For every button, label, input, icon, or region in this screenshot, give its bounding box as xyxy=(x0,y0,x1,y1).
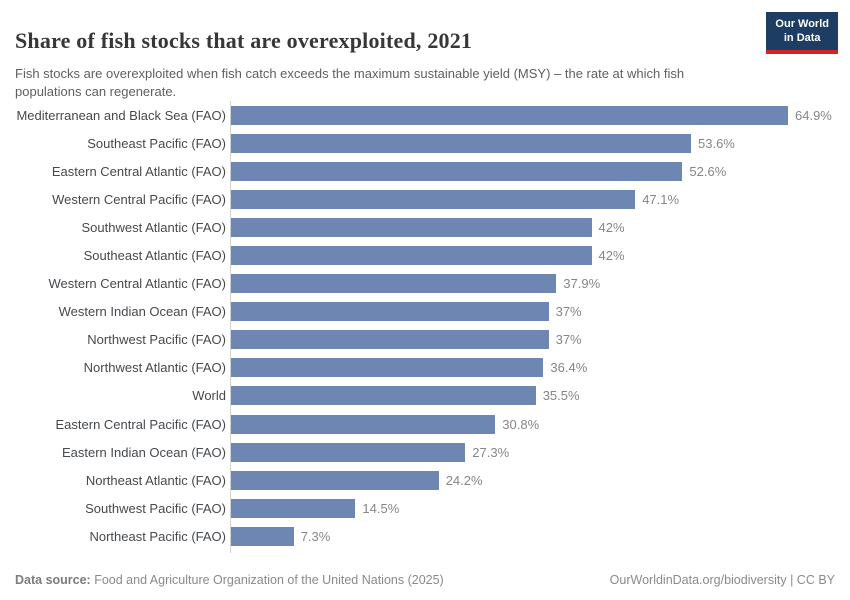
table-row: Western Indian Ocean (FAO) 37% xyxy=(15,298,850,326)
page-title: Share of fish stocks that are overexploi… xyxy=(15,27,473,53)
bar[interactable] xyxy=(231,386,536,406)
category-label: Northwest Pacific (FAO) xyxy=(87,332,226,348)
bar[interactable] xyxy=(231,161,683,181)
bar-track: 64.9% xyxy=(231,105,850,125)
category-label: Western Indian Ocean (FAO) xyxy=(58,304,226,320)
table-row: Eastern Central Pacific (FAO) 30.8% xyxy=(15,410,850,438)
bar-track: 37% xyxy=(231,302,850,322)
bar[interactable] xyxy=(231,189,636,209)
value-label: 37.9% xyxy=(563,276,601,292)
bar-chart: Mediterranean and Black Sea (FAO) 64.9% So… xyxy=(15,101,850,551)
bar[interactable] xyxy=(231,498,356,518)
owid-logo: Our World in Data xyxy=(766,12,838,54)
bar[interactable] xyxy=(231,470,439,490)
value-label: 37% xyxy=(555,332,582,348)
value-label: 53.6% xyxy=(698,135,735,151)
value-label: 37% xyxy=(555,304,582,320)
bar-track: 36.4% xyxy=(231,358,850,378)
table-row: Eastern Central Atlantic (FAO) 52.6% xyxy=(15,157,850,185)
table-row: Mediterranean and Black Sea (FAO) 64.9% xyxy=(15,101,850,129)
table-row: Southeast Pacific (FAO) 53.6% xyxy=(15,129,850,157)
category-label: Eastern Central Pacific (FAO) xyxy=(55,416,227,432)
category-label: Northeast Atlantic (FAO) xyxy=(85,472,226,488)
category-label: Northeast Pacific (FAO) xyxy=(89,528,226,544)
bar[interactable] xyxy=(231,442,466,462)
value-label: 14.5% xyxy=(362,500,400,516)
value-label: 7.3% xyxy=(300,528,331,544)
bar-track: 14.5% xyxy=(231,498,850,518)
bar-chart-rows: Mediterranean and Black Sea (FAO) 64.9% So… xyxy=(15,101,850,551)
category-label: Southeast Pacific (FAO) xyxy=(87,135,226,151)
table-row: Western Central Atlantic (FAO) 37.9% xyxy=(15,270,850,298)
category-label: Mediterranean and Black Sea (FAO) xyxy=(16,107,226,123)
bar-track: 30.8% xyxy=(231,414,850,434)
table-row: Eastern Indian Ocean (FAO) 27.3% xyxy=(15,438,850,466)
category-label: Southeast Atlantic (FAO) xyxy=(83,248,226,264)
table-row: Northeast Pacific (FAO) 7.3% xyxy=(15,522,850,550)
chart-footer: Data source: Food and Agriculture Organi… xyxy=(15,573,835,587)
category-label: Western Central Pacific (FAO) xyxy=(52,191,226,207)
bar-track: 42% xyxy=(231,246,850,266)
bar[interactable] xyxy=(231,274,557,294)
bar[interactable] xyxy=(231,217,592,237)
category-label: Southwest Atlantic (FAO) xyxy=(81,219,226,235)
value-label: 64.9% xyxy=(795,107,832,123)
bar[interactable] xyxy=(231,133,691,153)
category-label: Northwest Atlantic (FAO) xyxy=(83,360,226,376)
bar-track: 37.9% xyxy=(231,274,850,294)
category-label: Western Central Atlantic (FAO) xyxy=(48,276,227,292)
bar-track: 47.1% xyxy=(231,189,850,209)
value-label: 24.2% xyxy=(445,472,483,488)
bar-track: 35.5% xyxy=(231,386,850,406)
value-label: 42% xyxy=(598,219,625,235)
bar[interactable] xyxy=(231,246,592,266)
value-label: 52.6% xyxy=(689,163,727,179)
owid-logo-line2: in Data xyxy=(783,32,821,45)
data-source-label: Data source: xyxy=(15,573,91,587)
bar[interactable] xyxy=(231,526,294,546)
table-row: Northeast Atlantic (FAO) 24.2% xyxy=(15,466,850,494)
bar-track: 37% xyxy=(231,330,850,350)
bar-track: 24.2% xyxy=(231,470,850,490)
category-label: World xyxy=(192,388,226,404)
value-label: 47.1% xyxy=(642,191,680,207)
bar-track: 7.3% xyxy=(231,526,850,546)
category-label: Southwest Pacific (FAO) xyxy=(85,500,226,516)
bar-track: 52.6% xyxy=(231,161,850,181)
value-label: 30.8% xyxy=(502,416,540,432)
table-row: Northwest Atlantic (FAO) 36.4% xyxy=(15,354,850,382)
table-row: World 35.5% xyxy=(15,382,850,410)
value-label: 42% xyxy=(598,248,625,264)
table-row: Southwest Atlantic (FAO) 42% xyxy=(15,213,850,241)
bar-track: 42% xyxy=(231,217,850,237)
value-label: 35.5% xyxy=(542,388,580,404)
bar[interactable] xyxy=(231,302,549,322)
bar[interactable] xyxy=(231,105,788,125)
bar-track: 53.6% xyxy=(231,133,850,153)
table-row: Western Central Pacific (FAO) 47.1% xyxy=(15,185,850,213)
table-row: Southeast Atlantic (FAO) 42% xyxy=(15,241,850,269)
bar[interactable] xyxy=(231,414,496,434)
value-label: 36.4% xyxy=(550,360,588,376)
value-label: 27.3% xyxy=(472,444,510,460)
table-row: Northwest Pacific (FAO) 37% xyxy=(15,326,850,354)
data-source-text: Food and Agriculture Organization of the… xyxy=(90,573,444,587)
owid-logo-line1: Our World xyxy=(775,18,829,30)
category-label: Eastern Central Atlantic (FAO) xyxy=(51,163,226,179)
chart-subtitle: Fish stocks are overexploited when fish … xyxy=(15,66,685,100)
table-row: Southwest Pacific (FAO) 14.5% xyxy=(15,494,850,522)
bar-track: 27.3% xyxy=(231,442,850,462)
y-axis-line xyxy=(230,101,231,553)
data-source: Data source: Food and Agriculture Organi… xyxy=(15,573,444,587)
category-label: Eastern Indian Ocean (FAO) xyxy=(61,444,226,460)
bar[interactable] xyxy=(231,358,544,378)
footer-link[interactable]: OurWorldinData.org/biodiversity | CC BY xyxy=(609,573,835,587)
bar[interactable] xyxy=(231,330,549,350)
